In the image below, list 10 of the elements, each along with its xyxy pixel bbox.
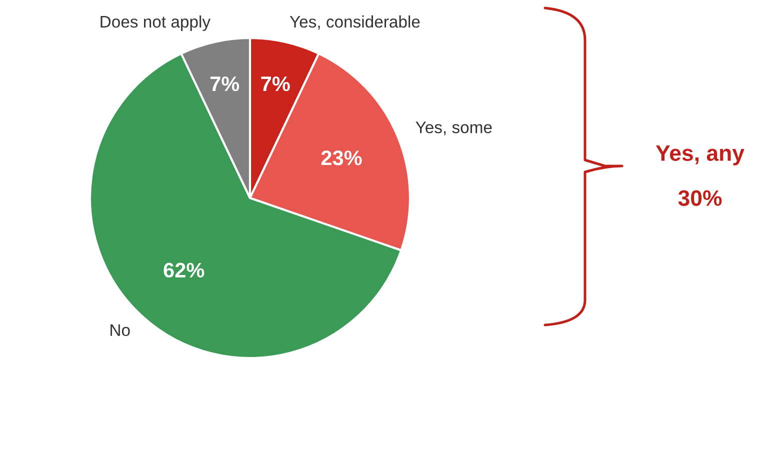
text: 30% — [678, 190, 722, 206]
data-label: 7% — [210, 76, 240, 92]
slice-label: Does not apply — [100, 15, 210, 31]
data-label: 23% — [321, 150, 362, 166]
text: Yes, any — [656, 145, 744, 166]
slice-label: Yes, considerable — [290, 15, 420, 30]
data-label: 7% — [261, 76, 290, 92]
slice-label: Yes, some — [416, 122, 492, 136]
slice-label: No — [110, 324, 130, 336]
data-label: 62% — [164, 262, 204, 278]
